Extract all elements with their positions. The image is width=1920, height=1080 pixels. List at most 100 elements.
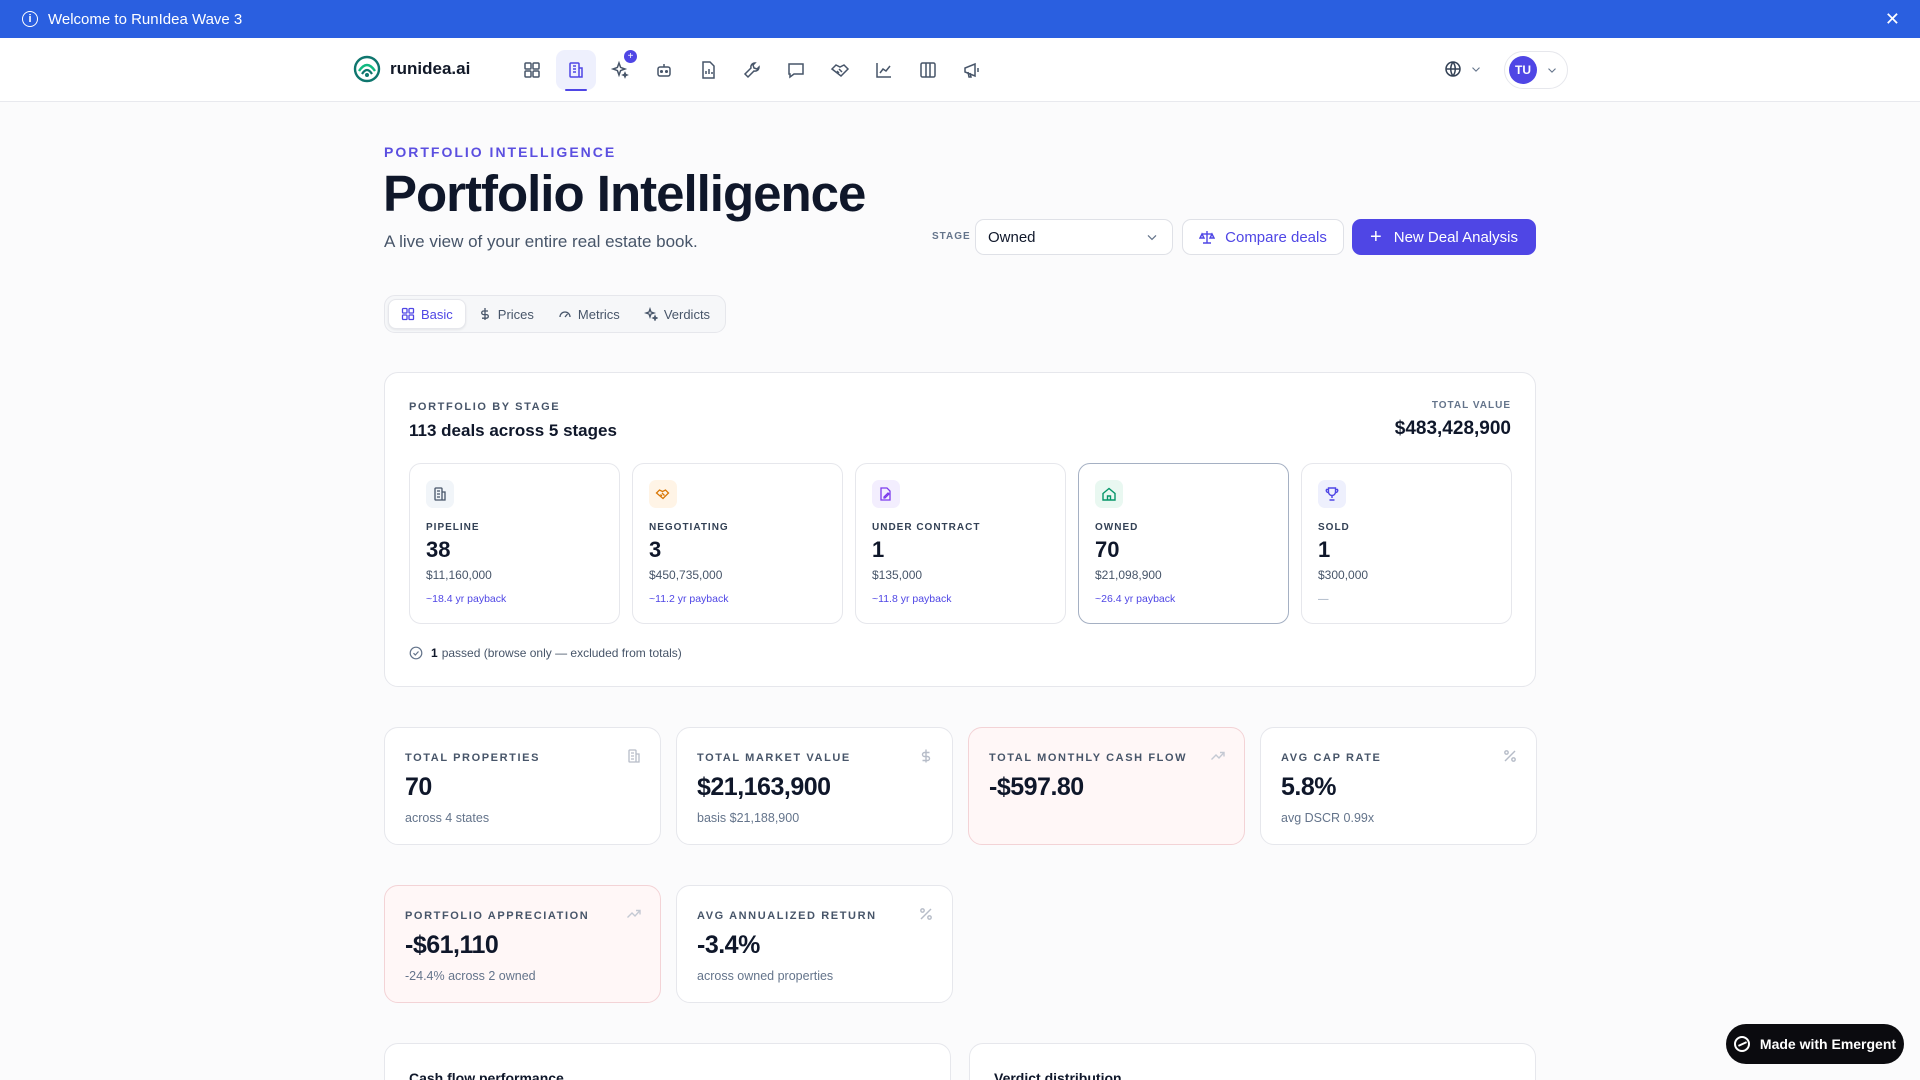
kpi-sub: across 4 states [405, 811, 490, 825]
stage-payback: ~26.4 yr payback [1095, 593, 1176, 605]
kpi-sub: across owned properties [697, 969, 834, 983]
user-menu[interactable]: TU [1504, 51, 1568, 89]
nav-bot[interactable] [644, 50, 684, 90]
nav-megaphone[interactable] [952, 50, 992, 90]
tab-metrics[interactable]: Metrics [546, 299, 632, 329]
tab-verdicts[interactable]: Verdicts [632, 299, 722, 329]
stage-value: $300,000 [1318, 568, 1369, 582]
kpi-value: 5.8% [1281, 773, 1336, 801]
nav-columns[interactable] [908, 50, 948, 90]
cash-flow-performance-card: Cash flow performance [384, 1043, 951, 1080]
kpi-sub: -24.4% across 2 owned [405, 969, 536, 983]
section-title: Cash flow performance [409, 1070, 564, 1080]
stage-label: SOLD [1318, 522, 1350, 533]
stage-label: UNDER CONTRACT [872, 522, 981, 533]
stage-icon-wrap [426, 480, 454, 508]
chevron-down-icon [1472, 67, 1480, 72]
stage-value: $450,735,000 [649, 568, 723, 582]
columns-icon [920, 62, 936, 78]
language-selector[interactable] [1443, 59, 1483, 79]
globe-icon [1445, 61, 1461, 77]
kpi-total-properties: TOTAL PROPERTIES 70 across 4 states [384, 727, 661, 845]
nav-sparkles[interactable]: + [600, 50, 640, 90]
stage-icon-wrap [649, 480, 677, 508]
tab-label: Prices [497, 306, 534, 322]
kpi-sub: basis $21,188,900 [697, 811, 800, 825]
kpi-avg-annualized-return: AVG ANNUALIZED RETURN -3.4% across owned… [676, 885, 953, 1003]
stage-label: NEGOTIATING [649, 522, 729, 533]
nav-chat[interactable] [776, 50, 816, 90]
report-icon [702, 61, 715, 79]
building-icon [434, 487, 446, 501]
tab-prices[interactable]: Prices [466, 299, 546, 329]
nav-wrench[interactable] [732, 50, 772, 90]
kpi-avg-cap-rate: AVG CAP RATE 5.8% avg DSCR 0.99x [1260, 727, 1537, 845]
stage-count: 1 [872, 537, 885, 562]
dollar-icon [480, 308, 489, 320]
handshake-icon [655, 489, 670, 500]
sparkles-icon [610, 60, 629, 79]
stage-value: $21,098,900 [1095, 568, 1162, 582]
tab-basic[interactable]: Basic [388, 299, 466, 329]
tab-label: Verdicts [663, 306, 711, 322]
wrench-icon [743, 62, 760, 79]
stage-negotiating[interactable]: NEGOTIATING 3 $450,735,000 ~11.2 yr payb… [632, 463, 843, 624]
dollar-icon [921, 749, 931, 763]
stage-label: STAGE [932, 231, 971, 242]
trophy-icon [1325, 487, 1339, 501]
welcome-banner: i Welcome to RunIdea Wave 3 ✕ [0, 0, 1920, 38]
info-icon: i [22, 11, 38, 27]
compare-deals-button[interactable]: Compare deals [1182, 219, 1344, 255]
new-deal-analysis-button[interactable]: + New Deal Analysis [1352, 219, 1536, 255]
brand-name: runidea.ai [390, 59, 471, 78]
chevron-down-icon [1147, 234, 1157, 241]
nav-analytics[interactable] [864, 50, 904, 90]
sparkles-icon [643, 307, 658, 321]
kpi-label: AVG ANNUALIZED RETURN [697, 910, 877, 922]
page-title: Portfolio Intelligence [383, 165, 866, 222]
banner-text: Welcome to RunIdea Wave 3 [48, 10, 243, 28]
kpi-value: -$597.80 [989, 773, 1084, 801]
badge-label: Made with Emergent [1759, 1036, 1897, 1052]
portfolio-icon [569, 62, 583, 78]
trend-up-icon [1211, 751, 1225, 760]
stage-icon-wrap [1095, 480, 1123, 508]
stage-label: PIPELINE [426, 522, 480, 533]
nav-report[interactable] [688, 50, 728, 90]
total-value: $483,428,900 [1394, 418, 1511, 439]
compare-deals-label: Compare deals [1225, 228, 1327, 246]
stage-select-value: Owned [988, 228, 1036, 246]
avatar: TU [1509, 56, 1537, 84]
kpi-label: AVG CAP RATE [1281, 752, 1382, 764]
kpi-total-monthly-cash-flow: TOTAL MONTHLY CASH FLOW -$597.80 [968, 727, 1245, 845]
brand[interactable]: runidea.ai [353, 55, 470, 83]
dashboard-icon [524, 62, 540, 78]
nav-dashboard[interactable] [512, 50, 552, 90]
portfolio-eyebrow: PORTFOLIO BY STAGE [409, 401, 561, 413]
kpi-label: TOTAL PROPERTIES [405, 752, 541, 764]
nav-portfolio[interactable] [556, 50, 596, 91]
trend-up-icon [627, 909, 641, 918]
stage-value: $135,000 [872, 568, 923, 582]
stage-pipeline[interactable]: PIPELINE 38 $11,160,000 ~18.4 yr payback [409, 463, 620, 624]
scale-icon [1199, 231, 1216, 244]
percent-icon [1504, 750, 1516, 762]
stage-count: 38 [426, 537, 451, 562]
kpi-sub: avg DSCR 0.99x [1281, 811, 1375, 825]
stage-under-contract[interactable]: UNDER CONTRACT 1 $135,000 ~11.8 yr payba… [855, 463, 1066, 624]
passed-note: 1 passed (browse only — excluded from to… [409, 646, 682, 660]
close-icon[interactable]: ✕ [1884, 9, 1900, 29]
stage-sold[interactable]: SOLD 1 $300,000 — [1301, 463, 1512, 624]
nav-badge: + [624, 50, 637, 63]
nav-handshake[interactable] [820, 50, 860, 90]
section-title: Verdict distribution [994, 1070, 1122, 1080]
top-nav: runidea.ai + [0, 38, 1920, 102]
made-with-emergent-badge[interactable]: Made with Emergent [1726, 1024, 1904, 1064]
stage-owned[interactable]: OWNED 70 $21,098,900 ~26.4 yr payback [1078, 463, 1289, 624]
stage-payback: ~11.8 yr payback [872, 593, 952, 605]
view-tabs: Basic Prices Metrics Verdicts [384, 295, 727, 333]
stage-select[interactable]: Owned [975, 219, 1173, 255]
kpi-value: -3.4% [697, 931, 760, 959]
check-circle-icon [409, 646, 423, 660]
stage-icon-wrap [1318, 480, 1346, 508]
